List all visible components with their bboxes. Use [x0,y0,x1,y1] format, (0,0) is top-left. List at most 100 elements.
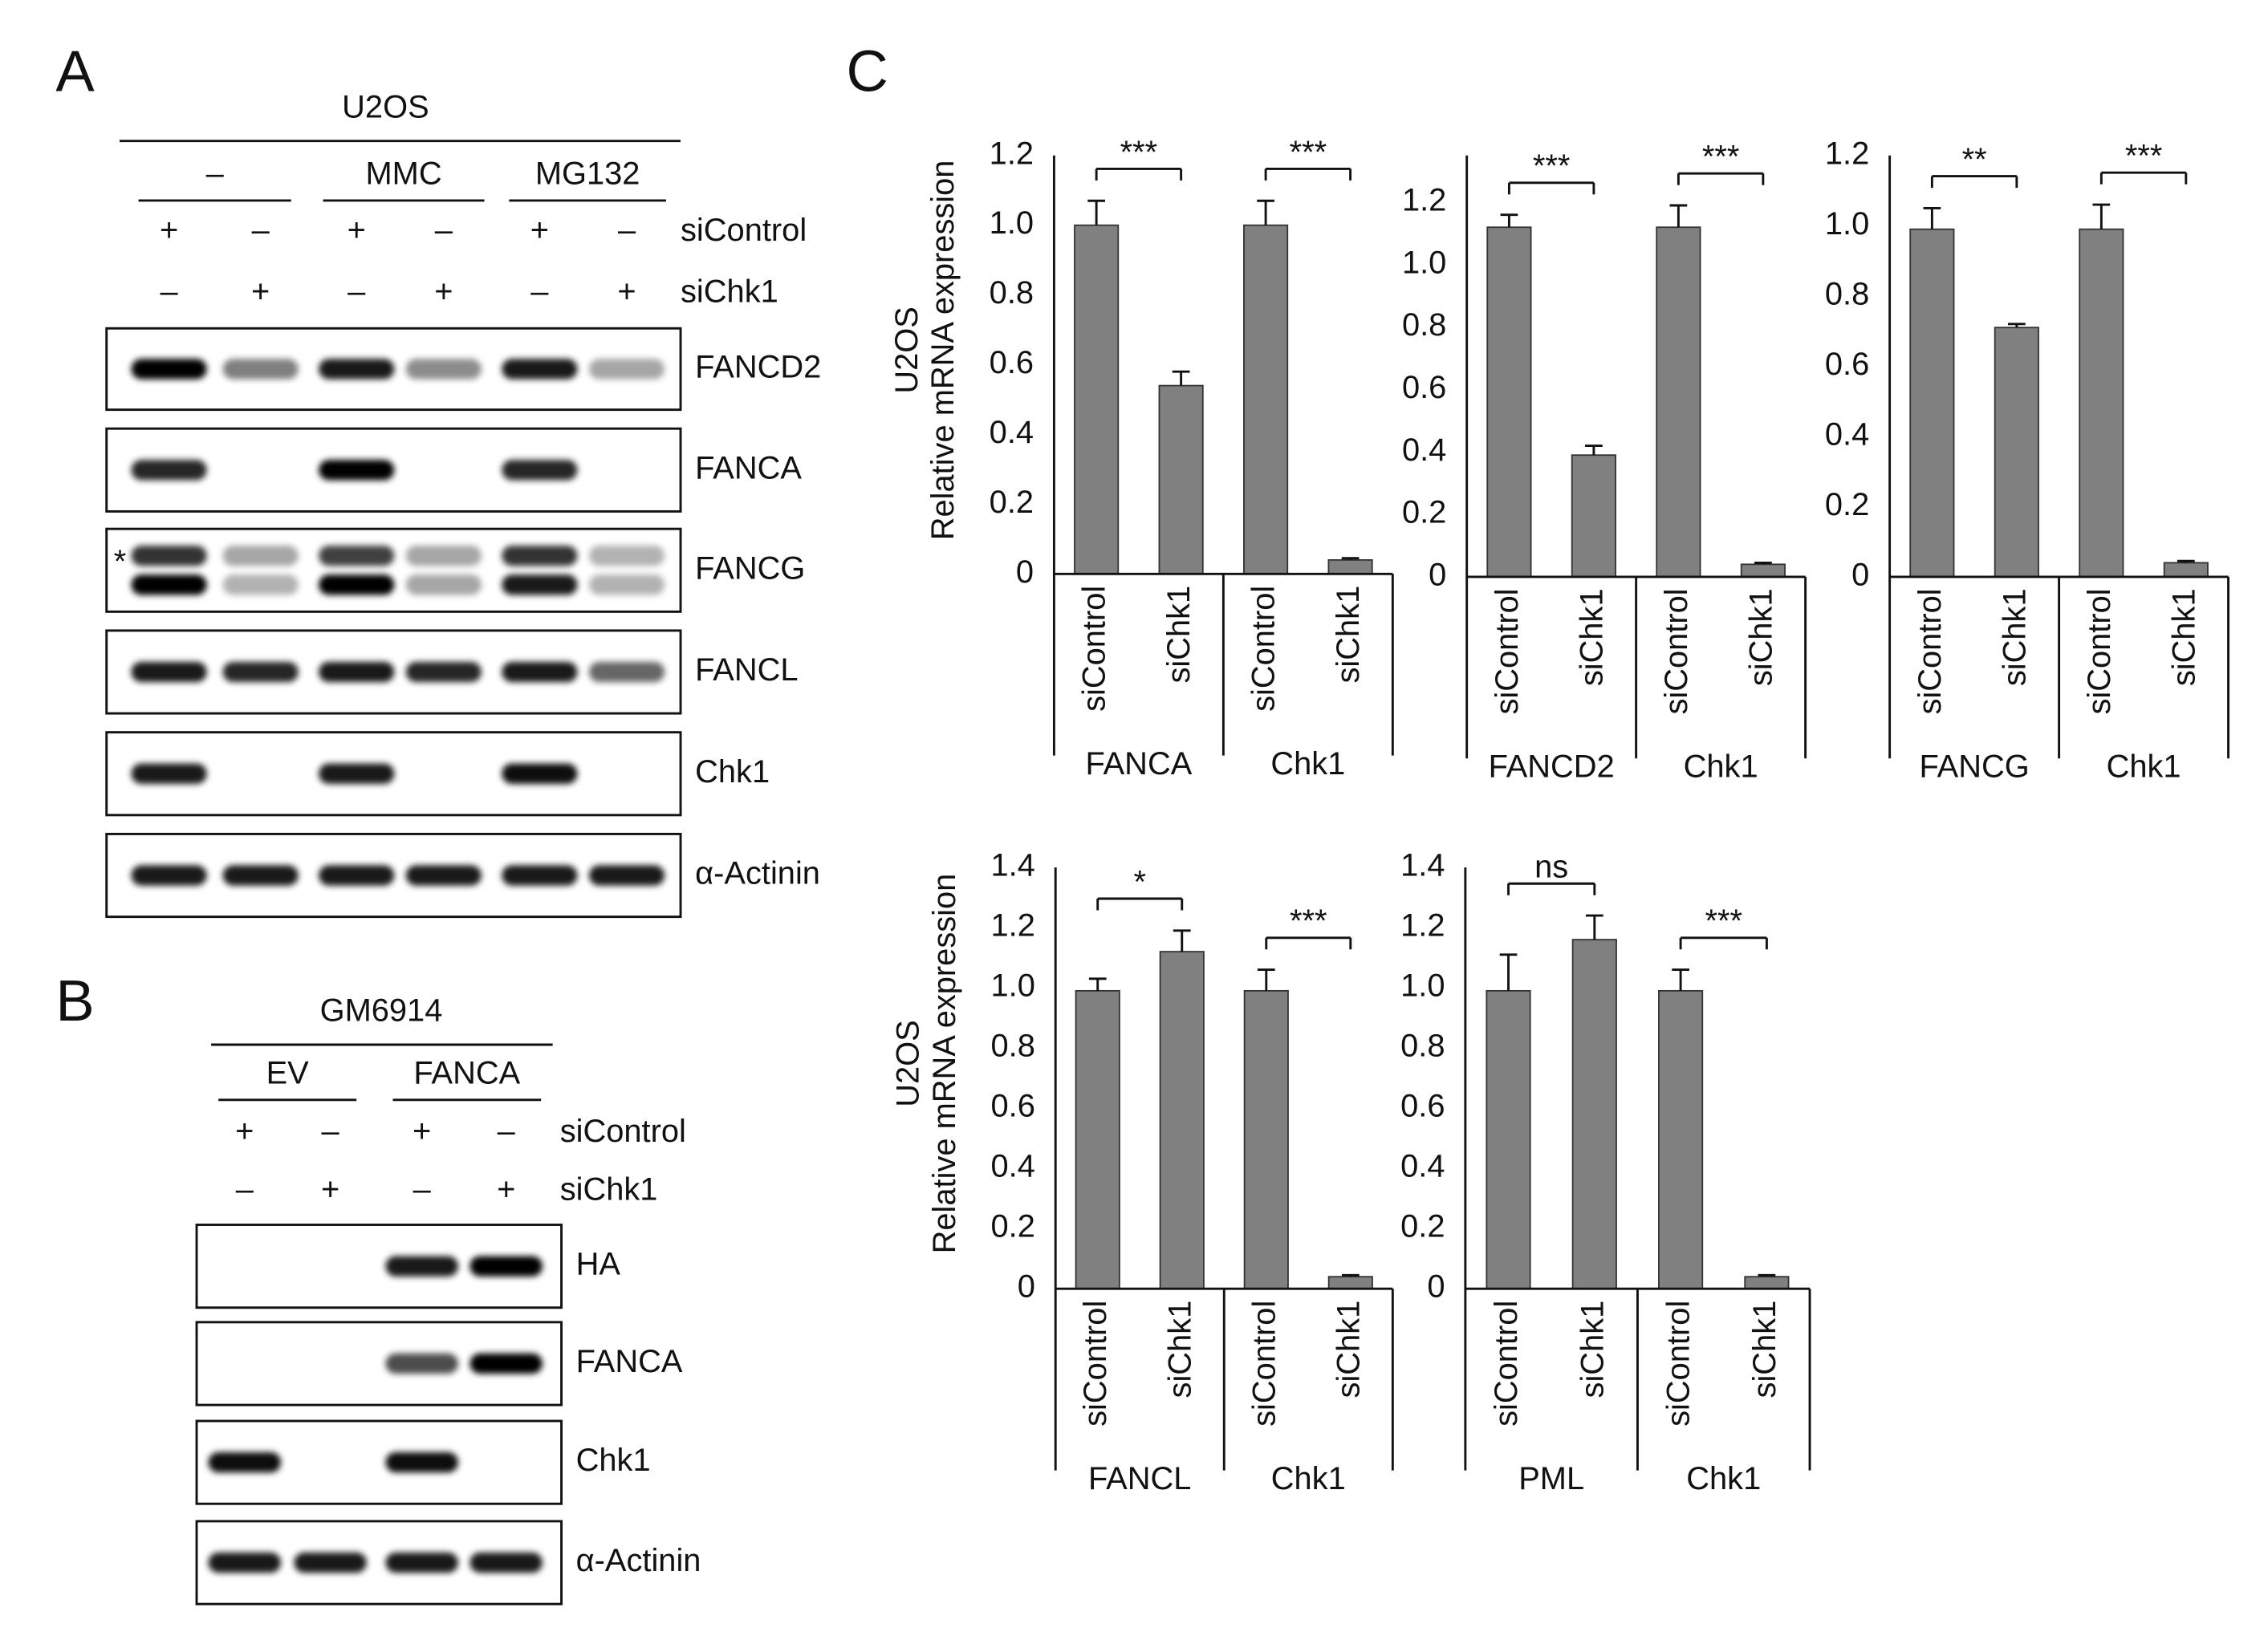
band [405,574,482,595]
y-tick-label: 1.0 [990,968,1034,1004]
band [385,1451,458,1473]
significance-label: ns [1534,850,1568,885]
significance-label: * [1133,864,1145,899]
band [319,545,395,566]
y-tick-label: 1.4 [1400,848,1445,883]
y-tick-label: 1.0 [1402,245,1446,280]
band [294,1552,367,1573]
band [469,1353,543,1374]
sign: – [435,213,453,248]
protein-label: FANCD2 [695,349,821,384]
bar [1486,989,1531,1290]
y-tick-label: 0.8 [990,1029,1034,1064]
y-tick-label: 0.6 [990,1089,1034,1124]
y-tick-label: 1.0 [990,205,1034,241]
y-tick-label: 1.2 [990,908,1034,944]
group-label: FANCA [1085,746,1192,781]
band [131,661,207,683]
band [502,545,578,566]
band [588,359,665,380]
protein-label: FANCA [695,450,802,485]
band [405,359,482,380]
protein-label: α-Actinin [576,1543,701,1578]
y-tick-label: 1.2 [1825,136,1869,171]
band [502,574,578,595]
y-tick-label: 0.2 [1400,1209,1445,1244]
bar [1327,558,1373,575]
sign: + [251,274,270,309]
group-label: PML [1518,1461,1584,1496]
band [222,359,299,380]
bar [1909,228,1955,578]
condition-label: siControl [560,1114,686,1149]
y-tick-label: 1.2 [990,136,1034,171]
blot-box [105,527,682,613]
sign: – [348,274,366,309]
band [222,865,299,886]
band [385,1353,458,1374]
y-tick-label: 0.4 [990,1149,1034,1184]
bar [1994,327,2039,578]
bar [1158,384,1204,575]
bar [1571,939,1617,1290]
band [469,1256,543,1277]
band [319,460,395,481]
sign: – [530,274,549,309]
y-tick-label: 0 [1851,557,1869,592]
band [588,574,665,595]
y-tick-label: 0.6 [1825,347,1869,382]
category-label: siControl [1246,1301,1282,1427]
category-label: siControl [1078,1301,1113,1427]
band [502,865,578,886]
band [222,661,299,683]
cell-line: U2OS [342,89,429,124]
group-label: FANCA [413,1056,520,1091]
sign: + [321,1171,339,1207]
y-tick-label: 0 [1018,1269,1035,1305]
group-label: – [206,156,225,192]
category-label: siControl [1489,1301,1524,1427]
y-tick-label: 0.8 [1400,1029,1445,1064]
group-label: Chk1 [1686,1461,1761,1496]
bar [1243,989,1289,1290]
band [319,359,395,380]
sign: – [413,1171,432,1207]
y-tick-label: 0.4 [990,415,1034,450]
y-tick-label: 0.8 [1402,307,1446,343]
y-tick-label: 0.2 [990,485,1034,520]
condition-label: siControl [681,213,807,248]
bar [1075,989,1120,1290]
group-label: Chk1 [1684,749,1758,784]
sign: – [252,213,270,248]
protein-label: α-Actinin [695,856,820,891]
y-tick-label: 1.0 [1825,206,1869,242]
sign: + [160,213,178,248]
band [588,661,665,683]
category-label: siChk1 [2166,588,2201,686]
group-label: EV [266,1056,310,1091]
sign: – [498,1114,516,1149]
protein-label: FANCG [695,550,805,586]
significance-label: *** [1705,903,1742,939]
band [208,1451,282,1473]
y-tick-label: 0.6 [1400,1089,1445,1124]
group-label: MMC [365,156,441,192]
sign: – [322,1114,340,1149]
y-tick-label: 1.2 [1400,908,1445,944]
category-label: siChk1 [1331,1301,1366,1399]
y-tick-label: 0.4 [1825,416,1869,452]
category-label: siChk1 [1162,1301,1197,1399]
band [131,763,207,784]
category-label: siChk1 [1743,588,1778,686]
category-label: siControl [1661,1301,1697,1427]
category-label: siChk1 [1574,588,1609,686]
bar [1074,224,1120,575]
sign: + [348,213,366,248]
band [131,574,207,595]
group-label: Chk1 [1270,746,1345,781]
bar [1744,1276,1790,1290]
condition-label: siChk1 [560,1171,658,1207]
group-label: Chk1 [1271,1461,1346,1496]
band [319,865,395,886]
protein-label: FANCA [576,1344,683,1379]
